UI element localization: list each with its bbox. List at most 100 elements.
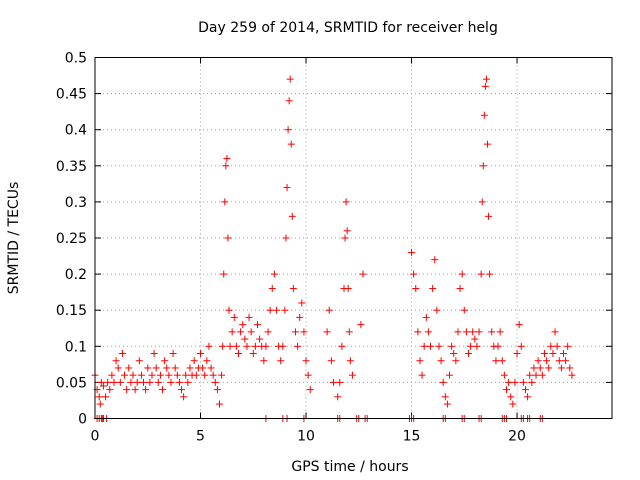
data-point	[452, 357, 460, 365]
data-point	[481, 82, 489, 90]
data-point	[492, 357, 500, 365]
y-tick-label: 0.35	[56, 159, 87, 175]
tick-labels: 0 0.05 0.1 0.15 0.2 0.25 0.3 0.35 0.4 0.45 0.5 0 5 10…	[56, 51, 526, 445]
data-point	[106, 386, 114, 394]
data-point	[467, 342, 475, 350]
data-point	[329, 378, 337, 386]
data-point	[97, 378, 105, 386]
data-point	[482, 75, 490, 83]
data-point	[284, 126, 292, 134]
data-point	[547, 342, 555, 350]
data-point	[486, 270, 494, 278]
data-point	[424, 328, 432, 336]
data-point	[197, 350, 205, 358]
data-point	[551, 328, 559, 336]
grid	[95, 57, 612, 419]
data-point	[450, 350, 458, 358]
data-point	[131, 386, 139, 394]
y-tick-label: 0.25	[56, 231, 87, 247]
data-point	[127, 378, 135, 386]
data-point	[429, 285, 437, 293]
data-point	[498, 357, 506, 365]
data-point	[220, 270, 228, 278]
data-point	[146, 378, 154, 386]
data-point	[222, 162, 230, 170]
data-point	[247, 328, 255, 336]
y-tick-label: 0.05	[56, 375, 87, 391]
data-point	[288, 212, 296, 220]
x-tick-label: 0	[91, 429, 100, 445]
data-point	[420, 342, 428, 350]
x-tick-label: 10	[297, 429, 315, 445]
data-point	[359, 270, 367, 278]
data-point	[342, 198, 350, 206]
data-point	[148, 371, 156, 379]
data-point	[519, 378, 527, 386]
data-point	[154, 378, 162, 386]
data-point	[116, 378, 124, 386]
data-point	[478, 198, 486, 206]
data-point	[294, 342, 302, 350]
data-point	[505, 378, 513, 386]
y-tick-label: 0.3	[65, 195, 87, 211]
data-point	[521, 386, 529, 394]
data-point	[557, 364, 565, 372]
chart-title: Day 259 of 2014, SRMTID for receiver hel…	[198, 20, 498, 36]
data-point	[437, 357, 445, 365]
data-point	[272, 306, 280, 314]
data-point	[327, 357, 335, 365]
data-point	[287, 140, 295, 148]
y-tick-label: 0.15	[56, 303, 87, 319]
data-point	[540, 350, 548, 358]
data-point	[502, 386, 510, 394]
data-point	[165, 371, 173, 379]
data-point	[135, 357, 143, 365]
data-point	[346, 357, 354, 365]
data-point	[121, 371, 129, 379]
data-point	[323, 328, 331, 336]
data-point	[562, 357, 570, 365]
data-point	[221, 198, 229, 206]
data-point	[422, 313, 430, 321]
data-point	[465, 350, 473, 358]
data-point	[209, 371, 217, 379]
data-point	[306, 386, 314, 394]
data-point	[171, 364, 179, 372]
data-point	[460, 306, 468, 314]
data-point	[95, 393, 103, 401]
data-point	[211, 378, 219, 386]
data-point	[471, 335, 479, 343]
data-point	[144, 364, 152, 372]
data-point	[473, 342, 481, 350]
data-point	[110, 378, 118, 386]
data-point	[488, 328, 496, 336]
data-point	[224, 234, 232, 242]
data-point	[509, 400, 517, 408]
data-point	[515, 321, 523, 329]
data-point	[268, 285, 276, 293]
data-point	[283, 183, 291, 191]
data-point	[477, 270, 485, 278]
data-point	[418, 371, 426, 379]
data-point	[213, 386, 221, 394]
data-point	[184, 378, 192, 386]
data-point	[226, 342, 234, 350]
data-point	[302, 357, 310, 365]
data-point	[485, 212, 493, 220]
x-tick-label: 5	[196, 429, 205, 445]
data-point	[300, 328, 308, 336]
data-points	[91, 75, 576, 422]
data-point	[260, 357, 268, 365]
data-point	[296, 313, 304, 321]
data-point	[357, 321, 365, 329]
plot-frame	[94, 57, 613, 419]
data-point	[524, 393, 532, 401]
data-point	[469, 328, 477, 336]
data-point	[232, 342, 240, 350]
data-point	[511, 378, 519, 386]
data-point	[266, 306, 274, 314]
data-point	[566, 364, 574, 372]
data-point	[325, 306, 333, 314]
y-axis-label: SRMTID / TECUs	[6, 182, 22, 295]
